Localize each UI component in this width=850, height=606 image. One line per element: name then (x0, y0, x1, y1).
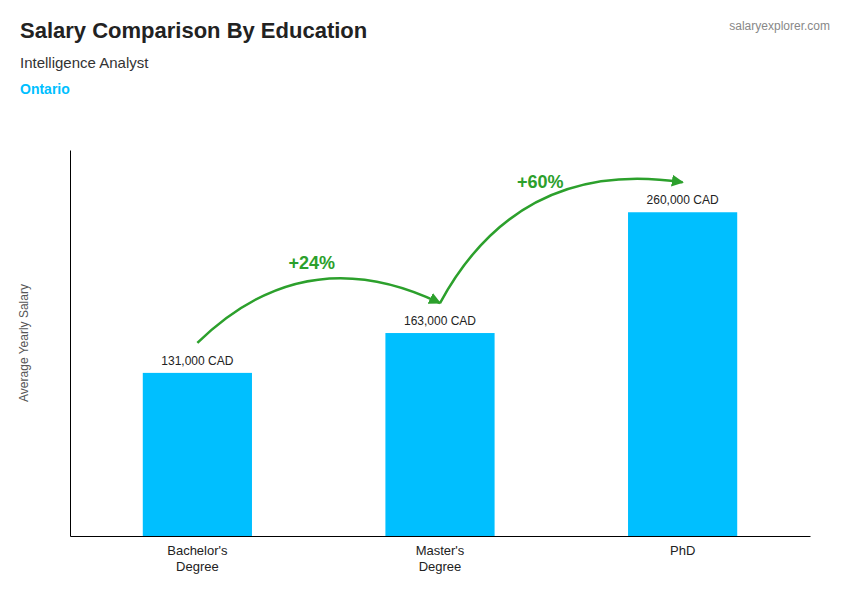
bar (385, 333, 494, 536)
x-tick-label-line: Degree (419, 559, 462, 574)
data-labels: 131,000 CAD 163,000 CAD 260,000 CAD (161, 193, 719, 368)
x-tick-label: PhD (670, 543, 695, 558)
x-tick-label-line: Bachelor's (167, 543, 228, 558)
annotation-label: +24% (288, 253, 335, 273)
data-label: 131,000 CAD (161, 354, 233, 368)
x-tick-label-line: Degree (176, 559, 219, 574)
annotations: +24% +60% (197, 172, 682, 343)
x-axis: Bachelor'sDegreeMaster'sDegreePhD (71, 537, 811, 574)
x-tick: Master'sDegree (416, 543, 465, 574)
bar (628, 212, 737, 536)
chart-container: Salary Comparison By Education Intelligen… (0, 0, 850, 606)
title: Salary Comparison By Education (20, 18, 367, 43)
y-axis-line (70, 151, 71, 537)
annotation-arrow (197, 278, 440, 343)
watermark: salaryexplorer.com (729, 19, 830, 33)
x-tick: PhD (670, 543, 695, 558)
x-tick-label: Master'sDegree (416, 543, 465, 574)
x-tick: Bachelor'sDegree (167, 543, 228, 574)
x-tick-label-line: Master's (416, 543, 465, 558)
bars (143, 212, 737, 536)
x-tick-label-line: PhD (670, 543, 695, 558)
data-label: 163,000 CAD (404, 314, 476, 328)
chart-svg: Salary Comparison By Education Intelligen… (0, 0, 850, 606)
y-axis-label: Average Yearly Salary (17, 284, 31, 402)
bar (143, 373, 252, 536)
x-tick-label: Bachelor'sDegree (167, 543, 228, 574)
annotation-arrow (440, 179, 683, 303)
annotation-label: +60% (517, 172, 564, 192)
location: Ontario (20, 81, 70, 97)
y-axis (70, 151, 71, 537)
subtitle: Intelligence Analyst (20, 54, 149, 71)
data-label: 260,000 CAD (647, 193, 719, 207)
x-axis-line (71, 536, 811, 537)
